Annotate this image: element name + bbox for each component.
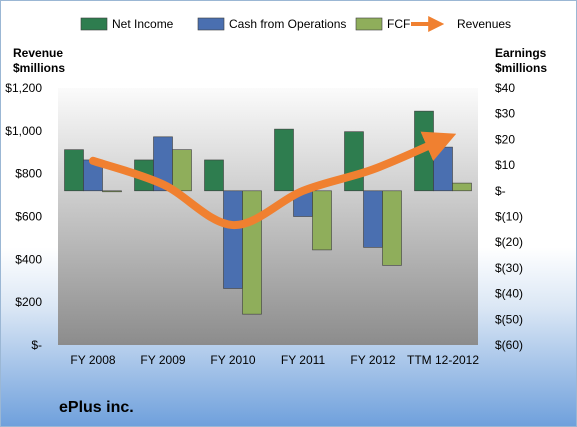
- x-tick-label: FY 2012: [350, 353, 395, 367]
- bar-net-income: [274, 128, 294, 192]
- plot-area: [58, 88, 478, 345]
- left-tick-label: $800: [15, 167, 42, 181]
- line-revenues: [89, 131, 457, 230]
- bar-fcf: [452, 182, 472, 192]
- left-tick-label: $-: [31, 338, 42, 352]
- bar-cash-from-operations: [363, 190, 383, 248]
- bar-fcf: [102, 190, 122, 193]
- left-axis-ticks: $- $200 $400 $600 $800 $1,000 $1,200: [5, 81, 42, 352]
- x-tick-label: FY 2008: [70, 353, 115, 367]
- legend-label: Cash from Operations: [229, 17, 346, 31]
- right-tick-label: $40: [495, 81, 515, 95]
- bar-net-income: [204, 159, 224, 192]
- left-tick-label: $1,200: [5, 81, 42, 95]
- legend-swatch-net-income: [80, 17, 108, 31]
- right-tick-label: $20: [495, 132, 515, 146]
- left-axis-title-line1: Revenue: [13, 46, 63, 60]
- legend-swatch-cash-from-operations: [197, 17, 225, 31]
- x-tick-label: FY 2011: [281, 353, 326, 367]
- left-tick-label: $600: [15, 210, 42, 224]
- legend-label: FCF: [387, 17, 410, 31]
- bar-net-income: [64, 149, 84, 192]
- legend: Net Income Cash from Operations FCF Revenue…: [80, 16, 511, 32]
- x-tick-label: TTM 12-2012: [407, 353, 479, 367]
- bar-fcf: [242, 190, 262, 315]
- left-axis-title-line2: $millions: [13, 61, 65, 75]
- bar-cash-from-operations: [433, 146, 453, 192]
- revenues-line-layer: [89, 131, 457, 230]
- bar-fcf: [382, 190, 402, 266]
- right-tick-label: $30: [495, 107, 515, 121]
- left-tick-label: $200: [15, 295, 42, 309]
- right-axis-title-line2: $millions: [495, 61, 547, 75]
- left-tick-label: $1,000: [5, 124, 42, 138]
- legend-swatch-fcf: [355, 17, 383, 31]
- right-tick-label: $(40): [495, 287, 523, 301]
- right-tick-label: $(30): [495, 261, 523, 275]
- right-tick-label: $(60): [495, 338, 523, 352]
- bar-fcf: [172, 149, 192, 192]
- right-tick-label: $-: [495, 184, 506, 198]
- left-tick-label: $400: [15, 252, 42, 266]
- right-tick-label: $(20): [495, 235, 523, 249]
- right-tick-label: $(50): [495, 312, 523, 326]
- right-axis-title-line1: Earnings: [495, 46, 547, 60]
- bar-net-income: [344, 131, 364, 192]
- bar-cash-from-operations: [223, 190, 243, 289]
- legend-label: Net Income: [112, 17, 174, 31]
- legend-label: Revenues: [457, 17, 511, 31]
- company-name: ePlus inc.: [59, 399, 134, 416]
- x-tick-label: FY 2009: [140, 353, 185, 367]
- right-axis-ticks: $(60) $(50) $(40) $(30) $(20) $(10) $- $10 $20 $3…: [495, 81, 523, 352]
- right-tick-label: $(10): [495, 210, 523, 224]
- x-axis-labels: FY 2008 FY 2009 FY 2010 FY 2011 FY 2012 TTM 1…: [70, 353, 479, 367]
- x-tick-label: FY 2010: [210, 353, 255, 367]
- right-tick-label: $10: [495, 158, 515, 172]
- bar-fcf: [312, 190, 332, 251]
